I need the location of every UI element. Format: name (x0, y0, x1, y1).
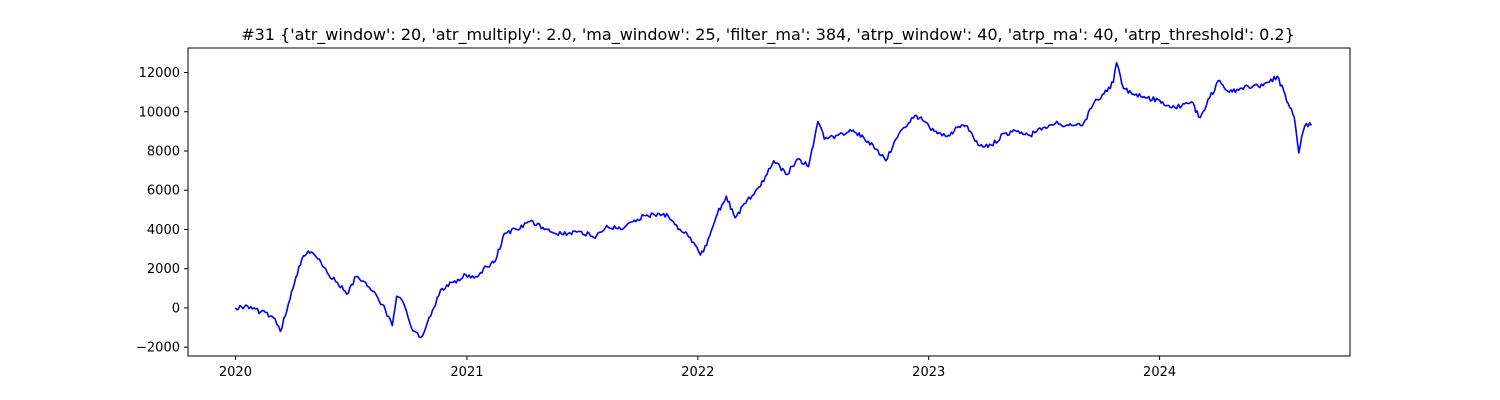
plot-area (234, 61, 1313, 339)
x-tick-label: 2024 (1143, 365, 1176, 380)
x-tick-label: 2020 (219, 365, 252, 380)
chart-title: #31 {'atr_window': 20, 'atr_multiply': 2… (241, 25, 1295, 45)
y-tick-label: 8000 (147, 144, 180, 159)
y-axis: −2000 0 2000 4000 6000 8000 10000 12000 (136, 66, 188, 356)
y-tick-label: −2000 (136, 341, 180, 356)
x-tick-label: 2022 (681, 365, 714, 380)
x-tick-label: 2023 (912, 365, 945, 380)
series-line-0 (234, 61, 1313, 339)
x-axis: 2020 2021 2022 2023 2024 (219, 356, 1176, 380)
y-tick-label: 12000 (139, 66, 180, 81)
y-tick-label: 6000 (147, 184, 180, 199)
x-tick-label: 2021 (450, 365, 483, 380)
y-tick-label: 10000 (139, 105, 180, 120)
y-tick-label: 2000 (147, 262, 180, 277)
y-tick-label: 4000 (147, 223, 180, 238)
y-tick-label: 0 (172, 301, 180, 316)
axes-frame (187, 47, 1351, 357)
